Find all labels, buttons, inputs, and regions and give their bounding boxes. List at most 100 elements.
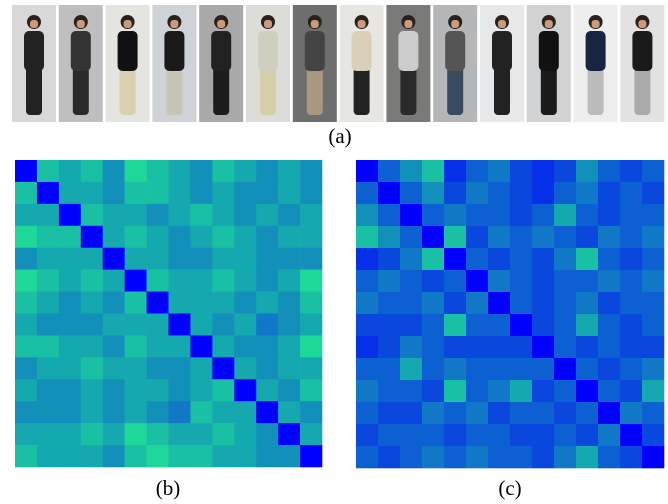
heatmap-cell	[103, 401, 125, 423]
heatmap-cell	[190, 445, 212, 467]
heatmap-cell	[378, 160, 400, 182]
heatmap-cell	[488, 402, 510, 424]
heatmap-cell	[554, 380, 576, 402]
heatmap-cell	[256, 314, 278, 336]
heatmap-cell	[554, 270, 576, 292]
person-torso	[164, 31, 184, 71]
heatmap-cell	[378, 292, 400, 314]
heatmap-cell	[190, 204, 212, 226]
heatmap-cell	[37, 292, 59, 314]
heatmap-cell	[37, 401, 59, 423]
heatmap-cell	[576, 248, 598, 270]
heatmap-cell	[598, 204, 620, 226]
heatmap-cell	[466, 182, 488, 204]
heatmap-cell	[598, 446, 620, 468]
heatmap-cell	[278, 445, 300, 467]
heatmap-cell	[81, 379, 103, 401]
heatmap-cell	[256, 423, 278, 445]
heatmap-cell	[510, 292, 532, 314]
heatmap-cell	[234, 379, 256, 401]
heatmap-cell	[234, 248, 256, 270]
heatmap-cell	[81, 248, 103, 270]
heatmap-cell	[510, 204, 532, 226]
heatmap-cell	[59, 357, 81, 379]
heatmap-cell	[400, 380, 422, 402]
heatmap-cell	[422, 248, 444, 270]
heatmap-cell	[37, 270, 59, 292]
person-face	[498, 20, 506, 28]
heatmap-cell	[103, 292, 125, 314]
heatmap-cell	[620, 358, 642, 380]
heatmap-cell	[59, 204, 81, 226]
heatmap-cell	[212, 292, 234, 314]
heatmap-cell	[103, 423, 125, 445]
heatmap-cell	[642, 182, 664, 204]
heatmap-cell	[642, 336, 664, 358]
heatmap-cell	[598, 248, 620, 270]
heatmap-cell	[190, 292, 212, 314]
heatmap-cell	[642, 402, 664, 424]
heatmap-cell	[400, 248, 422, 270]
heatmap-cell	[147, 292, 169, 314]
heatmap-cell	[125, 226, 147, 248]
heatmap-cell	[400, 160, 422, 182]
heatmap-cell	[466, 160, 488, 182]
heatmap-cell	[147, 423, 169, 445]
heatmap-cell	[147, 160, 169, 182]
heatmap-cell	[620, 314, 642, 336]
heatmap-cell	[620, 248, 642, 270]
person-legs	[260, 67, 276, 115]
heatmap-cell	[125, 160, 147, 182]
person-torso	[211, 31, 231, 71]
heatmap-cell	[598, 424, 620, 446]
heatmap-cell	[212, 314, 234, 336]
heatmap-cell	[466, 402, 488, 424]
heatmap-cell	[620, 402, 642, 424]
heatmap-cell	[510, 446, 532, 468]
heatmap-cell	[212, 357, 234, 379]
heatmap-cell	[598, 160, 620, 182]
heatmap-cell	[422, 424, 444, 446]
heatmap-cell	[125, 335, 147, 357]
heatmap-cell	[103, 160, 125, 182]
heatmap-cell	[642, 380, 664, 402]
heatmap-cell	[356, 358, 378, 380]
heatmap-cell	[598, 358, 620, 380]
heatmap-cell	[378, 204, 400, 226]
heatmap-cell	[532, 424, 554, 446]
person-torso	[539, 31, 559, 71]
heatmap-cell	[532, 380, 554, 402]
heatmap-cell	[422, 314, 444, 336]
heatmap-cell	[642, 204, 664, 226]
heatmap-cell	[125, 182, 147, 204]
heatmap	[356, 160, 664, 468]
heatmap-cell	[554, 424, 576, 446]
heatmap-cell	[256, 160, 278, 182]
heatmap-cell	[103, 270, 125, 292]
heatmap-cell	[554, 358, 576, 380]
heatmap-cell	[59, 423, 81, 445]
heatmap-cell	[278, 335, 300, 357]
panel-label: (b)	[156, 476, 181, 500]
heatmap-cell	[620, 160, 642, 182]
heatmap-cell	[532, 160, 554, 182]
heatmap-cell	[278, 248, 300, 270]
heatmap-cell	[15, 445, 37, 467]
heatmap-cell	[190, 226, 212, 248]
heatmap-cell	[169, 160, 191, 182]
heatmap-cell	[488, 446, 510, 468]
person-face	[170, 20, 178, 28]
heatmap-cell	[356, 226, 378, 248]
heatmap-cell	[169, 314, 191, 336]
heatmap-cell	[554, 226, 576, 248]
heatmap-cell	[598, 336, 620, 358]
person-legs	[494, 67, 510, 115]
heatmap-cell	[234, 445, 256, 467]
heatmap-cell	[378, 336, 400, 358]
heatmap-cell	[278, 401, 300, 423]
person-face	[311, 20, 319, 28]
heatmap-cell	[59, 160, 81, 182]
heatmap-cell	[190, 182, 212, 204]
heatmap-cell	[488, 226, 510, 248]
heatmap-cell	[59, 270, 81, 292]
